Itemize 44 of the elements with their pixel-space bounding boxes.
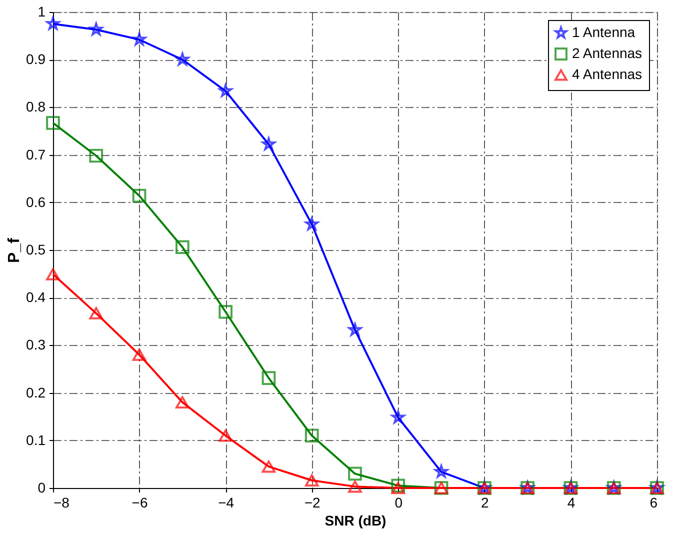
y-tick-label: 0.1: [26, 432, 46, 448]
point: [132, 348, 146, 361]
x-tick-label: 0: [394, 494, 403, 510]
y-tick-label: 0.9: [26, 51, 46, 68]
x-tick-label: 2: [481, 494, 490, 510]
y-tick-label: 0.3: [26, 336, 46, 353]
point: [262, 137, 276, 150]
legend-label: 1 Antenna: [572, 24, 636, 40]
point: [176, 396, 190, 408]
point: [348, 466, 362, 481]
point: [348, 480, 362, 493]
y-tick-label: 0.2: [26, 384, 46, 400]
point: [46, 268, 60, 280]
x-tick-label: 4: [567, 494, 576, 510]
legend-label: 4 Antennas: [572, 66, 642, 82]
legend-label: 2 Antennas: [572, 45, 642, 61]
y-axis-title: P_f: [6, 237, 24, 263]
x-tick-label: −8: [54, 494, 70, 510]
y-tick-label: 1: [38, 4, 46, 20]
y-tick-label: 0.8: [26, 98, 46, 115]
point: [304, 428, 319, 443]
point: [262, 460, 276, 473]
y-tick-label: 0.4: [26, 289, 46, 306]
point: [304, 474, 319, 487]
y-tick-label: 0: [38, 480, 46, 496]
point: [262, 371, 276, 385]
y-tick-label: 0.7: [26, 146, 46, 162]
x-tick-label: −2: [304, 494, 321, 510]
point: [218, 304, 232, 319]
y-tick-label: 0.6: [26, 194, 46, 210]
x-axis-title: SNR (dB): [324, 512, 386, 528]
point: [391, 482, 406, 494]
x-tick-label: −6: [132, 494, 148, 510]
y-tick-label: 0.5: [26, 242, 46, 258]
point: [434, 464, 448, 478]
point: [46, 116, 60, 130]
point: [89, 307, 104, 320]
point: [46, 16, 60, 30]
point: [89, 148, 104, 163]
point: [176, 240, 190, 254]
x-tick-label: 6: [650, 494, 658, 510]
point: [218, 430, 232, 442]
x-tick-label: −4: [218, 494, 234, 510]
point: [132, 188, 146, 203]
